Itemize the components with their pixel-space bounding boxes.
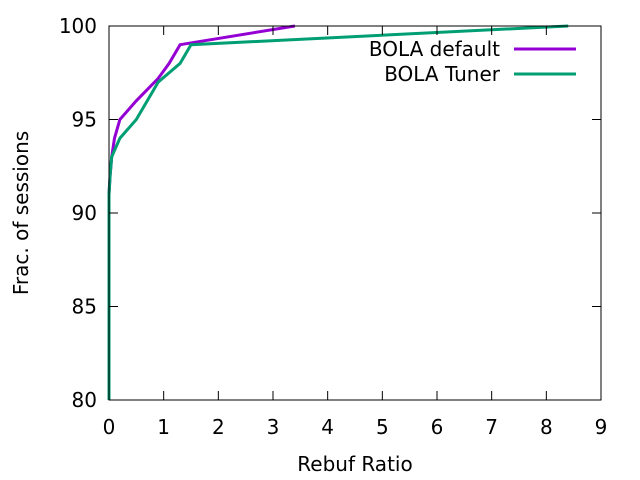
x-tick-label: 2 (212, 415, 225, 439)
x-tick-label: 9 (595, 415, 608, 439)
x-tick-label: 6 (431, 415, 444, 439)
legend-label-0: BOLA default (369, 37, 500, 61)
plot-frame (108, 25, 602, 401)
series-line-0 (107, 24, 296, 400)
series-line-1 (107, 24, 569, 400)
y-tick-label: 100 (59, 14, 97, 38)
x-tick-label: 8 (540, 415, 553, 439)
y-tick-label: 80 (72, 388, 97, 412)
x-axis-title: Rebuf Ratio (297, 452, 412, 476)
y-axis-title: Frac. of sessions (9, 131, 33, 295)
x-tick-label: 0 (103, 415, 116, 439)
y-tick-label: 95 (72, 108, 97, 132)
x-tick-label: 1 (157, 415, 170, 439)
x-tick-label: 3 (267, 415, 280, 439)
x-tick-label: 7 (485, 415, 498, 439)
x-tick-label: 5 (376, 415, 389, 439)
legend-label-1: BOLA Tuner (384, 62, 501, 86)
y-tick-label: 90 (72, 201, 97, 225)
y-tick-label: 85 (72, 295, 97, 319)
axis-ticks: 0 1 2 3 4 5 6 7 8 9 80 85 90 95 100 (59, 14, 608, 439)
x-tick-label: 4 (321, 415, 334, 439)
plot-lines (107, 24, 569, 400)
